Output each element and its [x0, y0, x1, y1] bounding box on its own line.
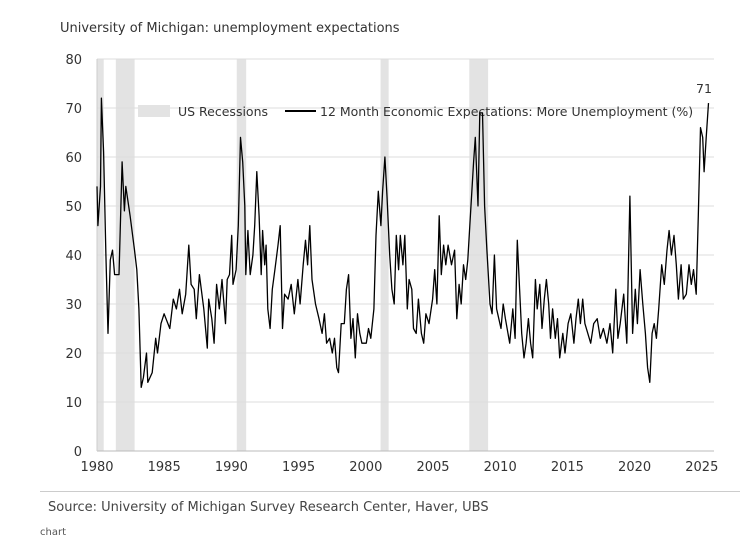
x-tick-label: 1985 — [148, 460, 181, 475]
end-value-label: 71 — [696, 81, 712, 96]
source-note: Source: University of Michigan Survey Re… — [48, 500, 489, 515]
chart-plot: 0 10 20 30 40 50 60 70 80 1980 1985 1990 1995 2000 200… — [65, 53, 718, 475]
y-tick-label: 30 — [65, 298, 82, 313]
x-tick-label: 2015 — [551, 460, 584, 475]
legend-recession-swatch — [138, 105, 170, 117]
x-tick-label: 2000 — [349, 460, 382, 475]
y-tick-label: 10 — [65, 396, 82, 411]
legend-series-label: 12 Month Economic Expectations: More Une… — [320, 104, 693, 119]
chart-title: University of Michigan: unemployment exp… — [60, 21, 400, 36]
y-tick-label: 60 — [65, 151, 82, 166]
x-tick-label: 2010 — [484, 460, 517, 475]
series-line — [96, 97, 710, 388]
y-tick-label: 80 — [65, 53, 82, 68]
y-tick-label: 50 — [65, 200, 82, 215]
x-tick-label: 1995 — [282, 460, 315, 475]
legend: US Recessions 12 Month Economic Expectat… — [138, 104, 693, 119]
x-tick-label: 2025 — [685, 460, 718, 475]
legend-recession-label: US Recessions — [178, 104, 268, 119]
divider — [40, 491, 740, 492]
x-tick-label: 1980 — [80, 460, 113, 475]
y-tick-label: 40 — [65, 249, 82, 264]
y-tick-label: 70 — [65, 102, 82, 117]
x-tick-label: 1990 — [215, 460, 248, 475]
x-tick-label: 2020 — [618, 460, 651, 475]
footer-label: chart — [40, 527, 66, 538]
y-tick-label: 20 — [65, 347, 82, 362]
x-tick-label: 2005 — [416, 460, 449, 475]
y-tick-label: 0 — [74, 445, 82, 460]
